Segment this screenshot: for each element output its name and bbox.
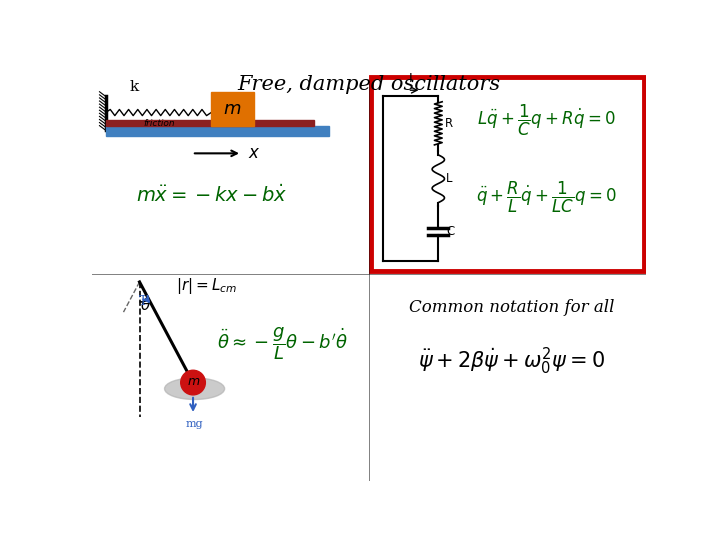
Text: $m$: $m$ (223, 100, 241, 118)
Text: L: L (446, 172, 452, 185)
Text: T: T (139, 295, 147, 308)
Bar (371, 77, 644, 271)
Text: $x$: $x$ (248, 145, 261, 162)
Text: $\theta$: $\theta$ (140, 297, 151, 313)
Text: $\ddot{\theta}\approx -\dfrac{g}{L}\theta - b^{\prime}\dot{\theta}$: $\ddot{\theta}\approx -\dfrac{g}{L}\thet… (217, 325, 348, 362)
Text: $|r| = L_{cm}$: $|r| = L_{cm}$ (176, 276, 238, 296)
Bar (106, 126, 329, 137)
Bar (211, 92, 253, 126)
Text: $\ddot{q}+\dfrac{R}{L}\dot{q}+\dfrac{1}{LC}q=0$: $\ddot{q}+\dfrac{R}{L}\dot{q}+\dfrac{1}{… (476, 180, 616, 215)
Text: friction: friction (144, 119, 176, 128)
Text: $m$: $m$ (187, 375, 200, 388)
Text: $m\ddot{x} = -kx - b\dot{x}$: $m\ddot{x} = -kx - b\dot{x}$ (135, 185, 287, 206)
Bar (106, 120, 314, 126)
Circle shape (181, 370, 205, 395)
Text: Free, damped oscillators: Free, damped oscillators (238, 75, 500, 94)
Text: mg: mg (186, 418, 203, 429)
Text: k: k (130, 80, 139, 94)
Text: Common notation for all: Common notation for all (409, 299, 614, 316)
Text: C: C (446, 225, 454, 238)
Text: R: R (444, 117, 453, 130)
Text: $\ddot{\psi}+2\beta\dot{\psi}+\omega_0^2\psi=0$: $\ddot{\psi}+2\beta\dot{\psi}+\omega_0^2… (418, 346, 605, 377)
Ellipse shape (165, 378, 225, 400)
Text: I: I (409, 72, 413, 85)
Text: $L\ddot{q}+\dfrac{1}{C}q+R\dot{q}=0$: $L\ddot{q}+\dfrac{1}{C}q+R\dot{q}=0$ (477, 103, 616, 138)
